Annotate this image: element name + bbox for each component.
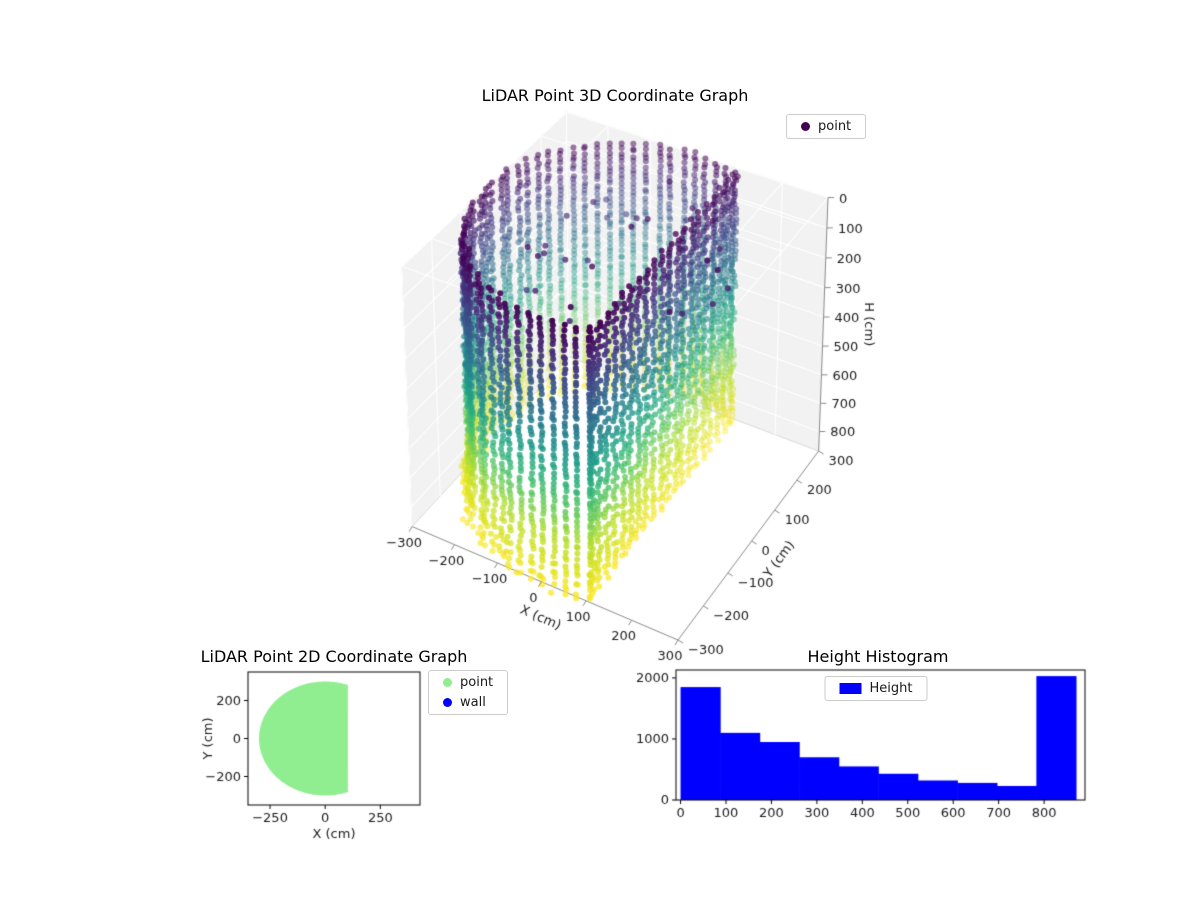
point-marker-icon — [801, 122, 810, 131]
legend-item-point-2d: point — [439, 675, 497, 690]
legend-label-wall-2d: wall — [460, 695, 486, 710]
point-marker-icon — [443, 678, 452, 687]
legend-item-height: Height — [836, 681, 917, 696]
wall-marker-icon — [443, 698, 452, 707]
legend-label-height: Height — [869, 681, 913, 696]
height-bar-marker-icon — [839, 683, 862, 694]
hist-title: Height Histogram — [807, 647, 949, 666]
legend-label-point-3d: point — [818, 119, 852, 134]
plot3d-title: LiDAR Point 3D Coordinate Graph — [481, 86, 749, 105]
plot3d-legend: point — [786, 114, 867, 139]
legend-item-wall-2d: wall — [439, 695, 497, 710]
legend-label-point-2d: point — [460, 675, 494, 690]
legend-item-point-3d: point — [797, 119, 855, 134]
plot2d-legend: point wall — [428, 670, 509, 715]
plot2d-title: LiDAR Point 2D Coordinate Graph — [200, 647, 468, 666]
hist-legend: Height — [824, 676, 928, 701]
